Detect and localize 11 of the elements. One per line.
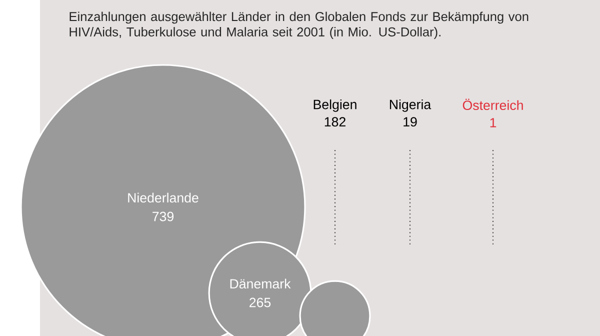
category-label: Belgien <box>314 99 356 112</box>
data-label: 265 <box>250 298 271 308</box>
category-label: Dänemark <box>230 278 291 289</box>
text: Einzahlungen ausgewählter Länder in den Globalen Fonds zur Bekämpfung von HIV/Aids, Tuberkulose und Malaria seit 2001 (in Mio. US-Dollar). <box>70 12 528 39</box>
category-label: Österreich <box>462 98 523 110</box>
data-label: 1 <box>490 118 496 128</box>
category-label: Nigeria <box>390 99 432 112</box>
data-label: 182 <box>324 117 346 127</box>
category-label: Niederlande <box>128 192 198 203</box>
data-label: 19 <box>404 117 417 127</box>
data-label: 739 <box>152 212 174 222</box>
